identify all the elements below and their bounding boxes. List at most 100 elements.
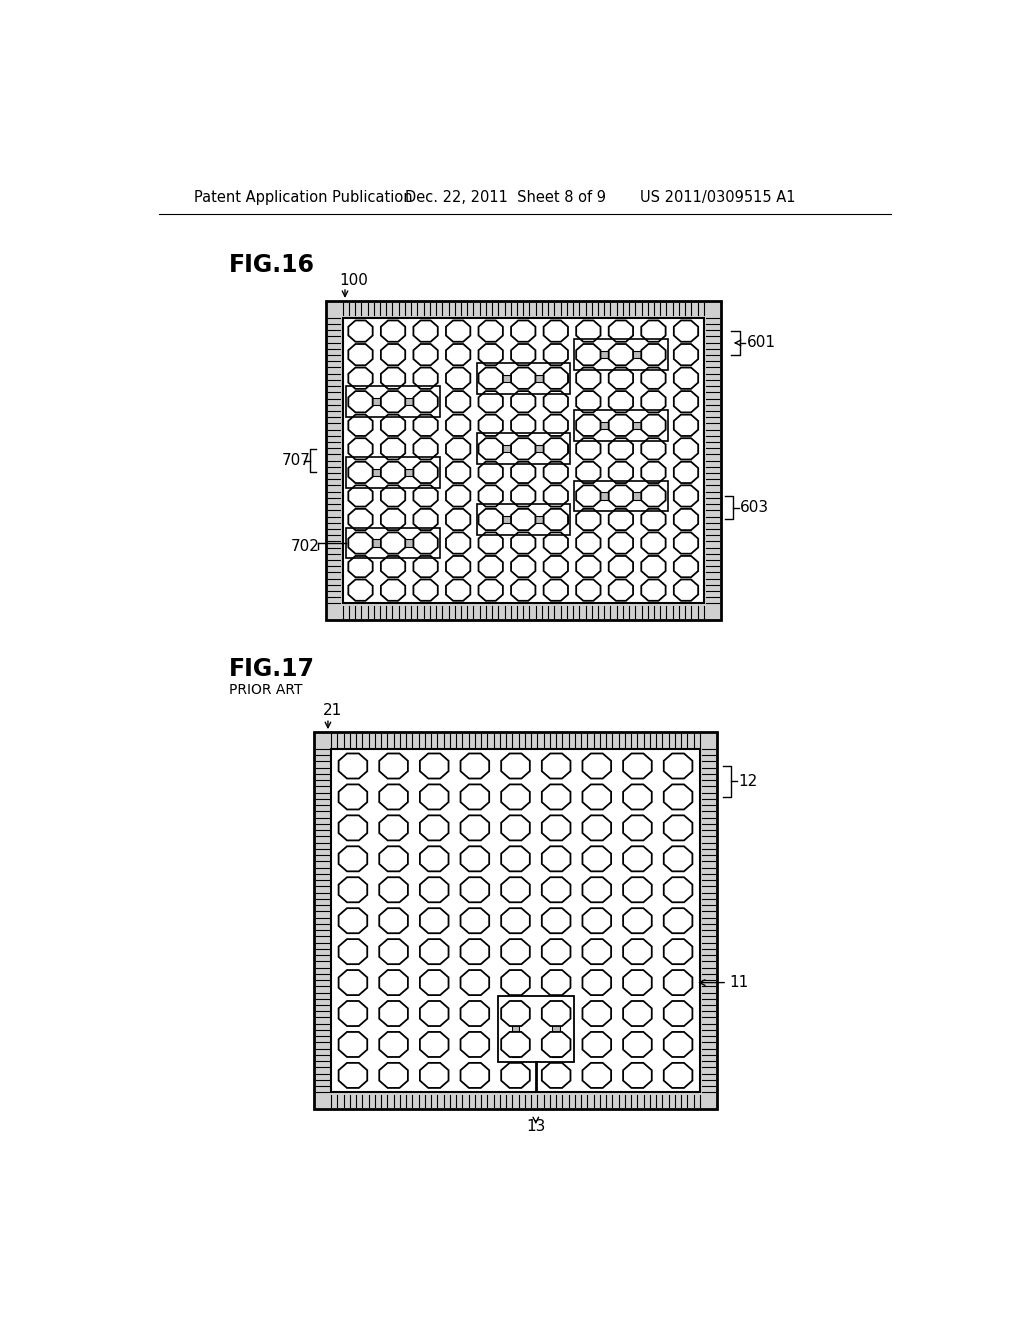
Polygon shape <box>348 438 373 459</box>
Polygon shape <box>664 970 692 995</box>
Polygon shape <box>664 1001 692 1026</box>
Polygon shape <box>379 784 408 809</box>
Bar <box>348 399 437 405</box>
Polygon shape <box>624 1063 651 1088</box>
Polygon shape <box>577 391 600 412</box>
Text: 12: 12 <box>738 774 758 789</box>
Polygon shape <box>583 1032 611 1057</box>
Polygon shape <box>542 754 570 779</box>
Polygon shape <box>641 414 666 436</box>
Text: PRIOR ART: PRIOR ART <box>228 682 302 697</box>
Polygon shape <box>542 816 570 841</box>
Polygon shape <box>583 1063 611 1088</box>
Polygon shape <box>478 579 503 601</box>
Polygon shape <box>461 1032 489 1057</box>
Polygon shape <box>583 754 611 779</box>
Polygon shape <box>501 939 529 964</box>
Polygon shape <box>461 939 489 964</box>
Polygon shape <box>348 462 373 483</box>
Polygon shape <box>381 414 406 436</box>
Polygon shape <box>511 414 536 436</box>
Polygon shape <box>624 970 651 995</box>
Polygon shape <box>381 438 406 459</box>
Polygon shape <box>674 579 698 601</box>
Polygon shape <box>339 939 368 964</box>
Polygon shape <box>461 878 489 903</box>
Polygon shape <box>624 784 651 809</box>
Polygon shape <box>641 367 666 389</box>
Bar <box>577 492 666 499</box>
Polygon shape <box>544 579 568 601</box>
Polygon shape <box>461 846 489 871</box>
Polygon shape <box>381 345 406 366</box>
Polygon shape <box>414 345 438 366</box>
Text: 21: 21 <box>324 704 343 718</box>
Polygon shape <box>339 846 368 871</box>
Polygon shape <box>674 321 698 342</box>
Polygon shape <box>348 532 373 553</box>
Polygon shape <box>583 878 611 903</box>
Text: Patent Application Publication: Patent Application Publication <box>194 190 413 206</box>
Polygon shape <box>544 391 568 412</box>
Polygon shape <box>608 345 633 366</box>
Polygon shape <box>446 462 470 483</box>
Polygon shape <box>577 345 600 366</box>
Polygon shape <box>478 391 503 412</box>
Polygon shape <box>583 1001 611 1026</box>
Bar <box>476 363 570 393</box>
Polygon shape <box>544 367 568 389</box>
Polygon shape <box>379 816 408 841</box>
Polygon shape <box>446 367 470 389</box>
Polygon shape <box>446 345 470 366</box>
Polygon shape <box>478 462 503 483</box>
Bar <box>348 469 437 477</box>
Polygon shape <box>348 391 373 412</box>
Polygon shape <box>379 846 408 871</box>
Polygon shape <box>348 508 373 531</box>
Text: 707: 707 <box>283 453 311 469</box>
Polygon shape <box>544 321 568 342</box>
Polygon shape <box>544 438 568 459</box>
Polygon shape <box>544 345 568 366</box>
Bar <box>577 351 666 358</box>
Polygon shape <box>624 754 651 779</box>
Polygon shape <box>608 508 633 531</box>
Polygon shape <box>339 970 368 995</box>
Polygon shape <box>511 391 536 412</box>
Polygon shape <box>501 846 529 871</box>
Polygon shape <box>641 508 666 531</box>
Bar <box>512 1001 519 1057</box>
Polygon shape <box>674 438 698 459</box>
Polygon shape <box>446 556 470 577</box>
Polygon shape <box>348 579 373 601</box>
Polygon shape <box>641 345 666 366</box>
Polygon shape <box>461 970 489 995</box>
Polygon shape <box>577 462 600 483</box>
Polygon shape <box>542 970 570 995</box>
Polygon shape <box>624 846 651 871</box>
Polygon shape <box>461 816 489 841</box>
Polygon shape <box>542 1001 570 1026</box>
Polygon shape <box>577 579 600 601</box>
Polygon shape <box>461 754 489 779</box>
Polygon shape <box>348 414 373 436</box>
Text: 11: 11 <box>729 975 749 990</box>
Polygon shape <box>641 462 666 483</box>
Bar <box>479 445 567 453</box>
Polygon shape <box>414 367 438 389</box>
Polygon shape <box>674 414 698 436</box>
Polygon shape <box>478 438 503 459</box>
Polygon shape <box>641 556 666 577</box>
Polygon shape <box>478 486 503 507</box>
Polygon shape <box>379 754 408 779</box>
Polygon shape <box>583 846 611 871</box>
Polygon shape <box>446 532 470 553</box>
Polygon shape <box>446 414 470 436</box>
Polygon shape <box>624 908 651 933</box>
Polygon shape <box>608 579 633 601</box>
Polygon shape <box>608 462 633 483</box>
Polygon shape <box>641 438 666 459</box>
Polygon shape <box>641 391 666 412</box>
Polygon shape <box>542 939 570 964</box>
Polygon shape <box>414 391 438 412</box>
